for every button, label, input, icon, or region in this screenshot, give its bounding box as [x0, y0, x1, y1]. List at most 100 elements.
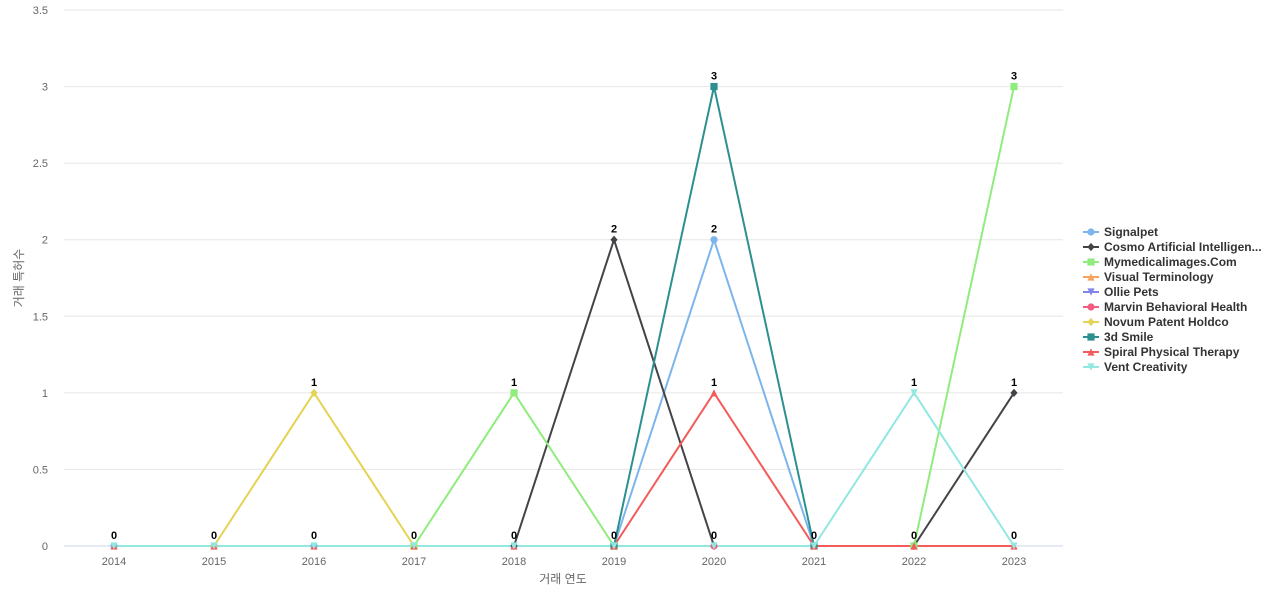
legend-symbol — [1083, 287, 1099, 296]
data-label: 0 — [311, 530, 317, 542]
y-tick-label: 0 — [42, 541, 48, 553]
y-axis-title: 거래 특허수 — [12, 249, 26, 308]
data-point-cosmo-artificial-intelligen — [1010, 388, 1018, 397]
data-point-vent-creativity — [410, 542, 418, 550]
series-lines — [114, 85, 1015, 547]
legend-item-3d-smile[interactable]: 3d Smile — [1082, 329, 1278, 344]
legend-item-cosmo-artificial-intelligen[interactable]: Cosmo Artificial Intelligen... — [1082, 239, 1278, 254]
legend-marker — [1087, 272, 1095, 281]
data-point-vent-creativity — [210, 542, 218, 550]
legend-symbol — [1083, 272, 1099, 281]
legend-label: Mymedicalimages.Com — [1104, 254, 1237, 269]
data-label: 0 — [1011, 530, 1017, 542]
y-axis-ticks: 0 0.5 1 1.5 2 2.5 3 3.5 — [33, 5, 48, 553]
legend-marker — [1087, 242, 1095, 251]
legend-marker — [1087, 332, 1095, 341]
legend-symbol — [1083, 257, 1099, 266]
legend-item-spiral-physical-therapy[interactable]: Spiral Physical Therapy — [1082, 344, 1278, 359]
x-tick-label: 2019 — [602, 556, 626, 568]
data-point-vent-creativity — [310, 542, 318, 550]
data-label: 0 — [911, 530, 917, 542]
legend-item-signalpet[interactable]: Signalpet — [1082, 224, 1278, 239]
y-tick-label: 1 — [42, 388, 48, 400]
legend-label: Vent Creativity — [1104, 359, 1188, 374]
data-label: 2 — [711, 224, 717, 236]
data-label: 1 — [1011, 377, 1017, 389]
data-point-vent-creativity — [510, 542, 518, 550]
data-label: 0 — [711, 530, 717, 542]
legend-marker — [1087, 362, 1095, 371]
series-line-vent-creativity — [114, 391, 1015, 547]
data-label: 1 — [511, 377, 517, 389]
x-tick-label: 2020 — [702, 556, 726, 568]
data-point-vent-creativity — [710, 542, 718, 550]
legend-marker — [1087, 287, 1095, 296]
data-point-spiral-physical-therapy — [710, 389, 718, 397]
y-tick-label: 3 — [42, 82, 48, 94]
legend-item-marvin-behavioral-health[interactable]: Marvin Behavioral Health — [1082, 299, 1278, 314]
data-label: 1 — [711, 377, 717, 389]
x-tick-label: 2023 — [1002, 556, 1026, 568]
legend-symbol — [1083, 227, 1099, 236]
data-label: 0 — [111, 530, 117, 542]
x-axis-title: 거래 연도 — [539, 572, 587, 586]
data-point-spiral-physical-therapy — [910, 542, 918, 550]
data-point-vent-creativity — [810, 542, 818, 550]
legend-symbol — [1083, 242, 1099, 251]
x-tick-label: 2015 — [202, 556, 226, 568]
y-tick-label: 2 — [42, 235, 48, 247]
legend-marker — [1087, 317, 1095, 326]
legend-label: Ollie Pets — [1104, 284, 1159, 299]
grid-lines — [64, 9, 1063, 547]
y-tick-label: 3.5 — [33, 5, 48, 17]
legend-symbol — [1083, 362, 1099, 371]
legend-symbol — [1083, 302, 1099, 311]
legend-label: Marvin Behavioral Health — [1104, 299, 1248, 314]
x-tick-label: 2022 — [902, 556, 926, 568]
data-point-cosmo-artificial-intelligen — [610, 235, 618, 244]
data-point-signalpet — [710, 236, 718, 244]
data-label: 0 — [511, 530, 517, 542]
data-label: 2 — [611, 224, 617, 236]
data-point-novum-patent-holdco — [310, 388, 318, 397]
data-point-mymedicalimages-com — [1010, 82, 1018, 91]
data-point-vent-creativity — [110, 542, 118, 550]
x-tick-label: 2017 — [402, 556, 426, 568]
data-labels: 0 0 1 0 0 1 0 2 0 3 2 1 0 0 1 0 3 1 0 — [111, 71, 1017, 542]
x-axis-ticks: 2014 2015 2016 2017 2018 2019 2020 2021 2022 2023 — [102, 556, 1026, 568]
data-label: 3 — [711, 71, 717, 83]
x-tick-label: 2014 — [102, 556, 126, 568]
data-label: 1 — [911, 377, 917, 389]
chart-legend: Signalpet Cosmo Artificial Intelligen... M… — [1082, 224, 1278, 374]
data-label: 0 — [611, 530, 617, 542]
data-point-3d-smile — [710, 82, 718, 91]
legend-marker — [1087, 347, 1095, 356]
legend-marker — [1087, 257, 1095, 266]
data-label: 1 — [311, 377, 317, 389]
legend-item-mymedicalimages-com[interactable]: Mymedicalimages.Com — [1082, 254, 1278, 269]
data-point-mymedicalimages-com — [510, 389, 518, 397]
y-tick-label: 1.5 — [33, 311, 48, 323]
legend-label: Cosmo Artificial Intelligen... — [1104, 239, 1262, 254]
data-label: 0 — [411, 530, 417, 542]
series-markers — [110, 82, 1018, 551]
legend-symbol — [1083, 347, 1099, 356]
x-tick-label: 2016 — [302, 556, 326, 568]
data-label: 0 — [211, 530, 217, 542]
data-label: 3 — [1011, 71, 1017, 83]
legend-label: 3d Smile — [1104, 329, 1154, 344]
legend-label: Novum Patent Holdco — [1104, 314, 1229, 329]
legend-item-visual-terminology[interactable]: Visual Terminology — [1082, 269, 1278, 284]
y-tick-label: 0.5 — [33, 464, 48, 476]
legend-symbol — [1083, 317, 1099, 326]
legend-label: Signalpet — [1104, 224, 1159, 239]
x-tick-label: 2018 — [502, 556, 526, 568]
data-point-vent-creativity — [910, 389, 918, 397]
legend-item-vent-creativity[interactable]: Vent Creativity — [1082, 359, 1278, 374]
legend-label: Spiral Physical Therapy — [1104, 344, 1240, 359]
legend-item-ollie-pets[interactable]: Ollie Pets — [1082, 284, 1278, 299]
legend-symbol — [1083, 332, 1099, 341]
legend-marker — [1087, 227, 1095, 236]
legend-label: Visual Terminology — [1104, 269, 1214, 284]
legend-item-novum-patent-holdco[interactable]: Novum Patent Holdco — [1082, 314, 1278, 329]
